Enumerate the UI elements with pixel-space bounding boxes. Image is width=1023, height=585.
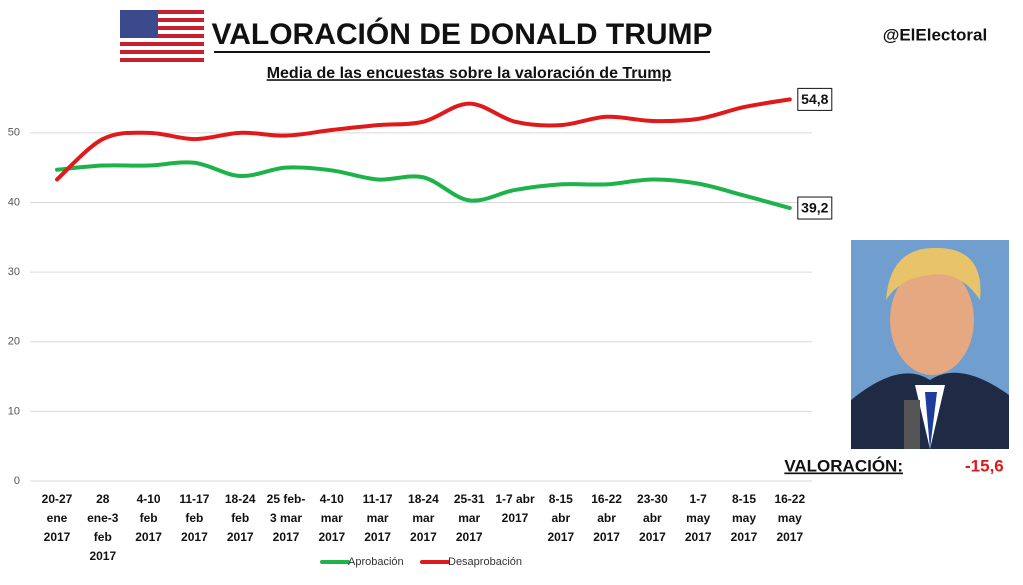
rating-label: VALORACIÓN: <box>784 456 903 475</box>
x-tick-label: 16-22 abr 2017 <box>591 492 622 544</box>
x-tick-label: 28 ene-3 feb 2017 <box>87 492 119 563</box>
value-label-box <box>797 196 833 220</box>
x-tick-label: 8-15 may 2017 <box>731 492 758 544</box>
legend-label: Desaprobación <box>448 556 522 568</box>
y-tick-label: 20 <box>8 336 20 348</box>
source: @ElElectoral <box>883 25 987 44</box>
chart-title: VALORACIÓN DE DONALD TRUMP <box>211 17 712 51</box>
y-tick-label: 30 <box>8 266 20 278</box>
series-line <box>55 160 792 211</box>
y-tick-label: 40 <box>8 196 20 208</box>
x-tick-label: 23-30 abr 2017 <box>637 492 668 544</box>
x-tick-label: 4-10 mar 2017 <box>318 492 345 544</box>
legend-label: Aprobación <box>348 556 404 568</box>
value-label: 39,2 <box>801 200 828 216</box>
flag <box>120 10 204 62</box>
y-tick-label: 10 <box>8 405 20 417</box>
series-line <box>55 97 792 182</box>
x-tick-label: 25-31 mar 2017 <box>454 492 485 544</box>
x-tick-label: 4-10 feb 2017 <box>135 492 162 544</box>
x-tick-label: 18-24 mar 2017 <box>408 492 439 544</box>
x-tick-label: 18-24 feb 2017 <box>225 492 256 544</box>
value-label: 54,8 <box>801 91 828 107</box>
x-tick-label: 11-17 feb 2017 <box>179 492 209 544</box>
x-tick-label: 8-15 abr 2017 <box>547 492 574 544</box>
x-tick-label: 25 feb-3 mar 2017 <box>267 492 306 544</box>
y-tick-label: 50 <box>8 127 20 139</box>
x-tick-label: 1-7 abr 2017 <box>495 492 535 525</box>
rating-value: -15,6 <box>965 456 1004 475</box>
x-tick-label: 11-17 mar 2017 <box>363 492 393 544</box>
x-tick-label: 1-7 may 2017 <box>685 492 712 544</box>
chart-subtitle: Media de las encuestas sobre la valoraci… <box>267 65 672 82</box>
y-tick-label: 0 <box>14 475 20 487</box>
value-label-box <box>797 87 833 111</box>
x-tick-label: 16-22 may 2017 <box>774 492 805 544</box>
x-tick-label: 20-27 ene 2017 <box>42 492 73 544</box>
photo <box>851 240 1009 449</box>
